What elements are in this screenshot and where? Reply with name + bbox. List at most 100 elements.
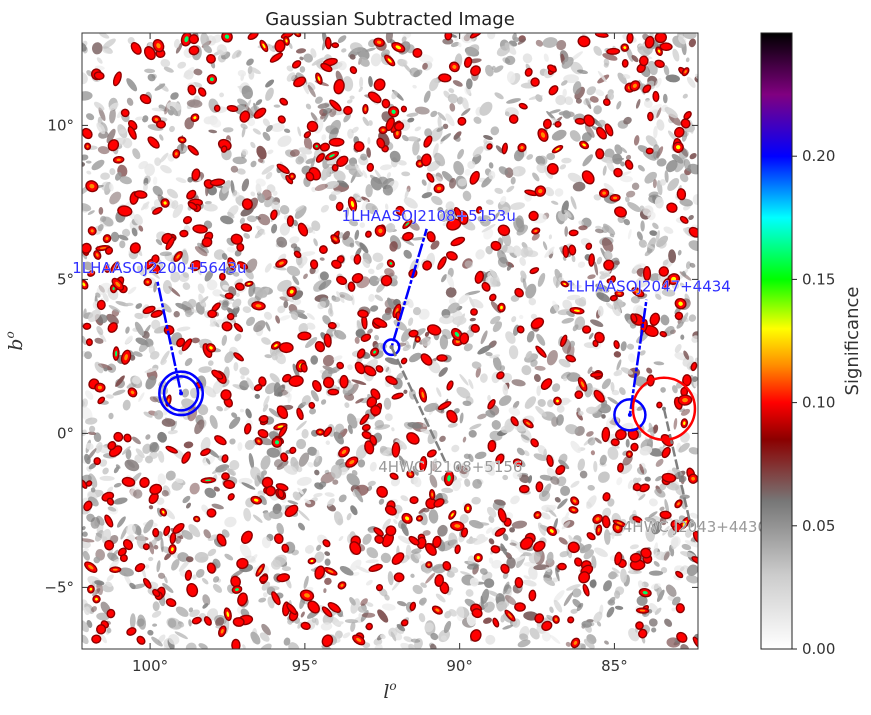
significance-peak (481, 281, 491, 292)
noise-speckle (279, 222, 291, 236)
significance-peak (361, 430, 372, 440)
significance-peak (389, 472, 399, 480)
significance-peak (321, 634, 334, 648)
peak-core (681, 388, 687, 396)
significance-peak (206, 508, 217, 518)
noise-speckle (564, 96, 574, 106)
noise-speckle (659, 506, 665, 511)
peak-core (205, 617, 211, 625)
peak-core (646, 37, 654, 48)
noise-speckle (687, 163, 698, 175)
significance-peak (83, 500, 93, 512)
significance-peak (306, 120, 319, 133)
significance-peak (353, 254, 362, 265)
significance-peak (433, 183, 445, 194)
noise-speckle (684, 540, 698, 548)
noise-speckle (375, 262, 384, 270)
noise-speckle (324, 577, 332, 585)
peak-center (180, 138, 184, 141)
noise-speckle (378, 498, 385, 505)
noise-speckle (412, 84, 417, 89)
noise-speckle (519, 314, 524, 320)
noise-speckle (303, 575, 309, 589)
significance-peak (120, 349, 132, 365)
noise-speckle (232, 189, 238, 196)
significance-peak (360, 333, 372, 342)
noise-speckle (287, 500, 299, 505)
noise-speckle (477, 345, 492, 355)
peak-core (226, 293, 233, 298)
noise-speckle (95, 292, 101, 298)
noise-speckle (90, 517, 101, 529)
noise-speckle (424, 622, 434, 633)
noise-speckle (239, 380, 250, 391)
noise-speckle (250, 191, 256, 197)
noise-speckle (140, 201, 150, 211)
noise-speckle (355, 398, 364, 404)
noise-speckle (680, 644, 690, 649)
noise-speckle (676, 321, 684, 329)
noise-speckle (349, 597, 356, 606)
noise-speckle (361, 612, 376, 618)
noise-speckle (296, 476, 312, 486)
noise-speckle (613, 299, 624, 309)
peak-core (542, 379, 551, 389)
significance-peak (395, 205, 406, 216)
peak-core (447, 252, 457, 260)
noise-speckle (589, 96, 599, 103)
noise-speckle (498, 166, 509, 175)
noise-speckle (273, 265, 287, 271)
significance-peak (113, 431, 124, 442)
significance-peak (419, 456, 428, 472)
noise-speckle (93, 556, 101, 564)
noise-speckle (623, 116, 632, 125)
peak-core (471, 309, 477, 315)
noise-speckle (241, 148, 249, 156)
peak-center (395, 45, 402, 50)
noise-speckle (136, 265, 147, 277)
peak-core (650, 314, 659, 325)
noise-speckle (490, 315, 501, 325)
significance-peak (308, 401, 316, 409)
significance-peak (474, 270, 485, 284)
noise-speckle (662, 525, 670, 536)
significance-peak (111, 277, 125, 291)
significance-peak (537, 128, 549, 142)
noise-speckle (301, 429, 309, 439)
x-tick-label: 100° (132, 657, 168, 675)
significance-peak (577, 376, 588, 392)
significance-peak (391, 392, 404, 400)
noise-speckle (109, 558, 120, 570)
noise-speckle (121, 446, 131, 455)
noise-speckle (115, 172, 122, 181)
noise-speckle (311, 617, 317, 623)
noise-speckle (406, 44, 415, 54)
noise-speckle (206, 279, 218, 291)
noise-speckle (471, 361, 482, 369)
noise-speckle (690, 512, 698, 519)
noise-speckle (100, 634, 107, 644)
noise-speckle (269, 373, 280, 384)
noise-speckle (407, 422, 422, 429)
noise-speckle (183, 69, 194, 80)
noise-speckle (333, 355, 343, 361)
significance-peak (569, 306, 585, 315)
noise-speckle (589, 579, 597, 588)
noise-speckle (522, 277, 527, 290)
noise-speckle (680, 551, 696, 558)
peak-center (628, 453, 631, 456)
noise-speckle (379, 164, 393, 171)
significance-peak (97, 396, 106, 405)
noise-speckle (607, 396, 619, 405)
noise-speckle (655, 475, 663, 482)
significance-peak (119, 554, 128, 563)
noise-speckle (620, 341, 627, 352)
noise-speckle (319, 257, 325, 261)
noise-speckle (410, 638, 421, 643)
noise-speckle (604, 148, 615, 159)
peak-core (410, 603, 415, 610)
significance-peak (457, 116, 467, 126)
peak-core (281, 453, 287, 461)
peak-core (255, 108, 265, 118)
significance-peak (172, 149, 181, 159)
